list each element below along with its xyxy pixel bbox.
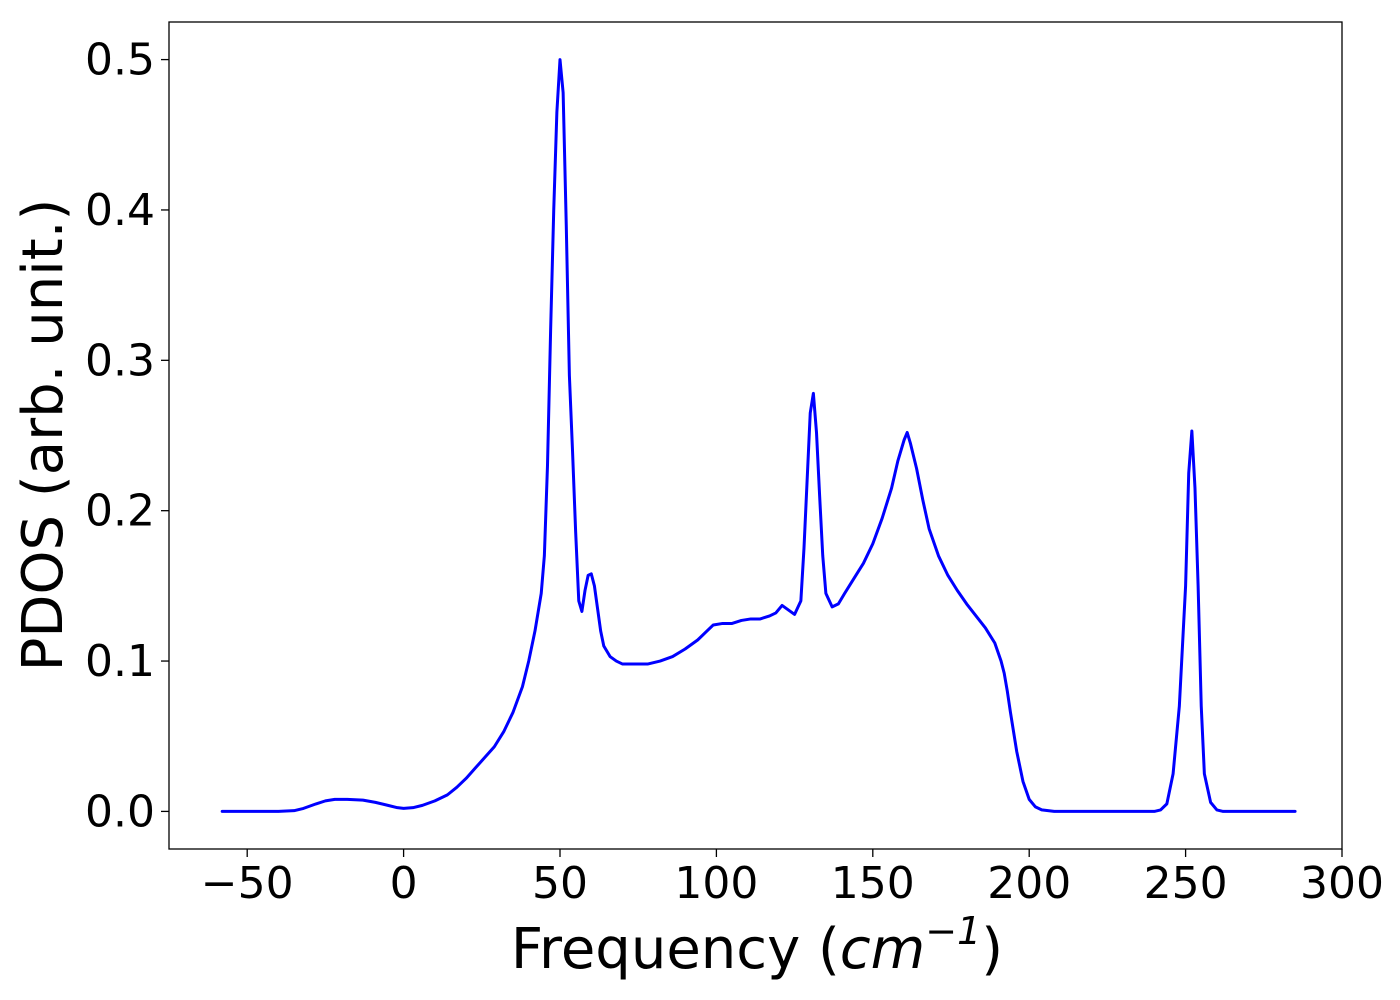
x-tick-label: −50 bbox=[201, 858, 294, 909]
x-tick-label: 250 bbox=[1144, 858, 1228, 909]
y-tick-label: 0.0 bbox=[85, 786, 155, 837]
y-tick-label: 0.5 bbox=[85, 35, 155, 86]
x-tick-label: 150 bbox=[831, 858, 915, 909]
plot-frame bbox=[168, 21, 1343, 850]
x-axis-label-unit: cm bbox=[840, 917, 925, 982]
x-axis-label-suffix: ) bbox=[981, 917, 1003, 982]
y-axis-label: PDOS (arb. unit.) bbox=[11, 199, 76, 672]
x-tick-label: 50 bbox=[532, 858, 588, 909]
x-tick-label: 300 bbox=[1300, 858, 1384, 909]
y-tick-label: 0.4 bbox=[85, 185, 155, 236]
pdos-line bbox=[220, 58, 1297, 813]
x-axis-label-prefix: Frequency ( bbox=[511, 917, 840, 982]
x-tick-label: 0 bbox=[390, 858, 418, 909]
x-axis-label: Frequency (cm−1) bbox=[511, 909, 1003, 982]
x-tick-label: 100 bbox=[674, 858, 758, 909]
y-axis-ticks: 0.0 0.1 0.2 0.3 0.4 0.5 bbox=[85, 35, 169, 837]
x-tick-label: 200 bbox=[987, 858, 1071, 909]
x-axis-label-exponent: −1 bbox=[925, 909, 981, 953]
y-tick-label: 0.3 bbox=[85, 335, 155, 386]
y-tick-label: 0.2 bbox=[85, 486, 155, 537]
x-axis-ticks: −50 0 50 100 150 200 250 300 bbox=[201, 849, 1384, 909]
y-tick-label: 0.1 bbox=[85, 636, 155, 687]
